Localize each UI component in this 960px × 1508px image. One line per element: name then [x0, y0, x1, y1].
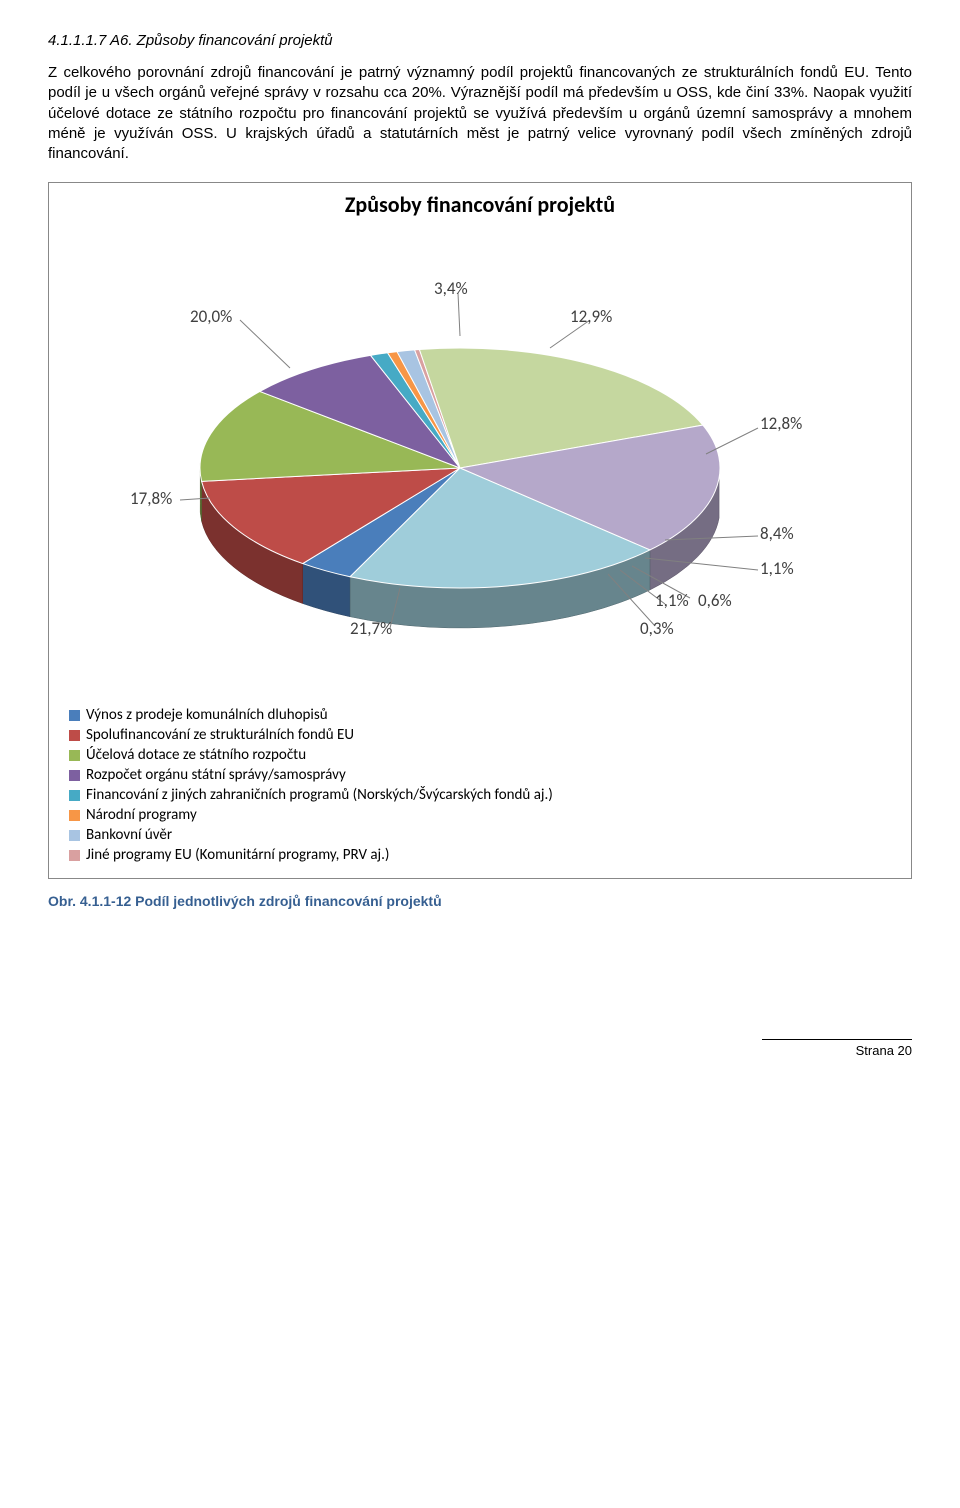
figure-caption: Obr. 4.1.1-12 Podíl jednotlivých zdrojů … — [48, 893, 912, 909]
pct-label: 1,1% — [760, 558, 794, 579]
legend-swatch — [69, 790, 80, 801]
legend-label: Národní programy — [86, 806, 197, 824]
legend-swatch — [69, 770, 80, 781]
body-paragraph: Z celkového porovnání zdrojů financování… — [48, 63, 912, 164]
legend-item: Rozpočet orgánu státní správy/samosprávy — [69, 766, 901, 784]
legend-item: Výnos z prodeje komunálních dluhopisů — [69, 706, 901, 724]
pct-label: 0,6% — [698, 590, 732, 611]
page-number: Strana 20 — [856, 1043, 912, 1058]
legend-swatch — [69, 850, 80, 861]
legend-item: Národní programy — [69, 806, 901, 824]
legend-swatch — [69, 750, 80, 761]
pie-chart-svg — [60, 218, 900, 698]
pct-label: 1,1% — [655, 590, 689, 611]
pct-label: 20,0% — [190, 306, 232, 327]
legend-item: Účelová dotace ze státního rozpočtu — [69, 746, 901, 764]
pct-label: 0,3% — [640, 618, 674, 639]
page: 4.1.1.1.7 A6. Způsoby financování projek… — [0, 0, 960, 919]
pct-label: 21,7% — [350, 618, 392, 639]
legend-label: Rozpočet orgánu státní správy/samosprávy — [86, 766, 346, 784]
legend-item: Bankovní úvěr — [69, 826, 901, 844]
legend-swatch — [69, 710, 80, 721]
legend-item: Jiné programy EU (Komunitární programy, … — [69, 846, 901, 864]
legend-item: Financování z jiných zahraničních progra… — [69, 786, 901, 804]
chart-area: 3,4% 12,9% 12,8% 8,4% 1,1% 0,6% 1,1% 0,3% 21,7% 1… — [60, 218, 900, 698]
legend-swatch — [69, 810, 80, 821]
leader-line — [240, 320, 290, 368]
footer-divider — [762, 1039, 912, 1040]
legend-label: Spolufinancování ze strukturálních fondů… — [86, 726, 354, 744]
section-heading: 4.1.1.1.7 A6. Způsoby financování projek… — [48, 32, 912, 49]
chart-title: Způsoby financování projektů — [55, 191, 905, 218]
legend-label: Výnos z prodeje komunálních dluhopisů — [86, 706, 328, 724]
pct-label: 12,8% — [760, 413, 802, 434]
legend-item: Spolufinancování ze strukturálních fondů… — [69, 726, 901, 744]
legend-swatch — [69, 730, 80, 741]
leader-line — [458, 293, 460, 336]
pct-label: 8,4% — [760, 523, 794, 544]
legend-swatch — [69, 830, 80, 841]
pct-label: 12,9% — [570, 306, 612, 327]
chart-legend: Výnos z prodeje komunálních dluhopisů Spo… — [55, 698, 905, 864]
page-footer: Strana 20 — [0, 1039, 960, 1099]
legend-label: Jiné programy EU (Komunitární programy, … — [86, 846, 389, 864]
pct-label: 3,4% — [434, 278, 468, 299]
legend-label: Financování z jiných zahraničních progra… — [86, 786, 553, 804]
chart-container: Způsoby financování projektů 3,4% 12,9% 12… — [48, 182, 912, 879]
legend-label: Bankovní úvěr — [86, 826, 172, 844]
legend-label: Účelová dotace ze státního rozpočtu — [86, 746, 306, 764]
pct-label: 17,8% — [130, 488, 172, 509]
